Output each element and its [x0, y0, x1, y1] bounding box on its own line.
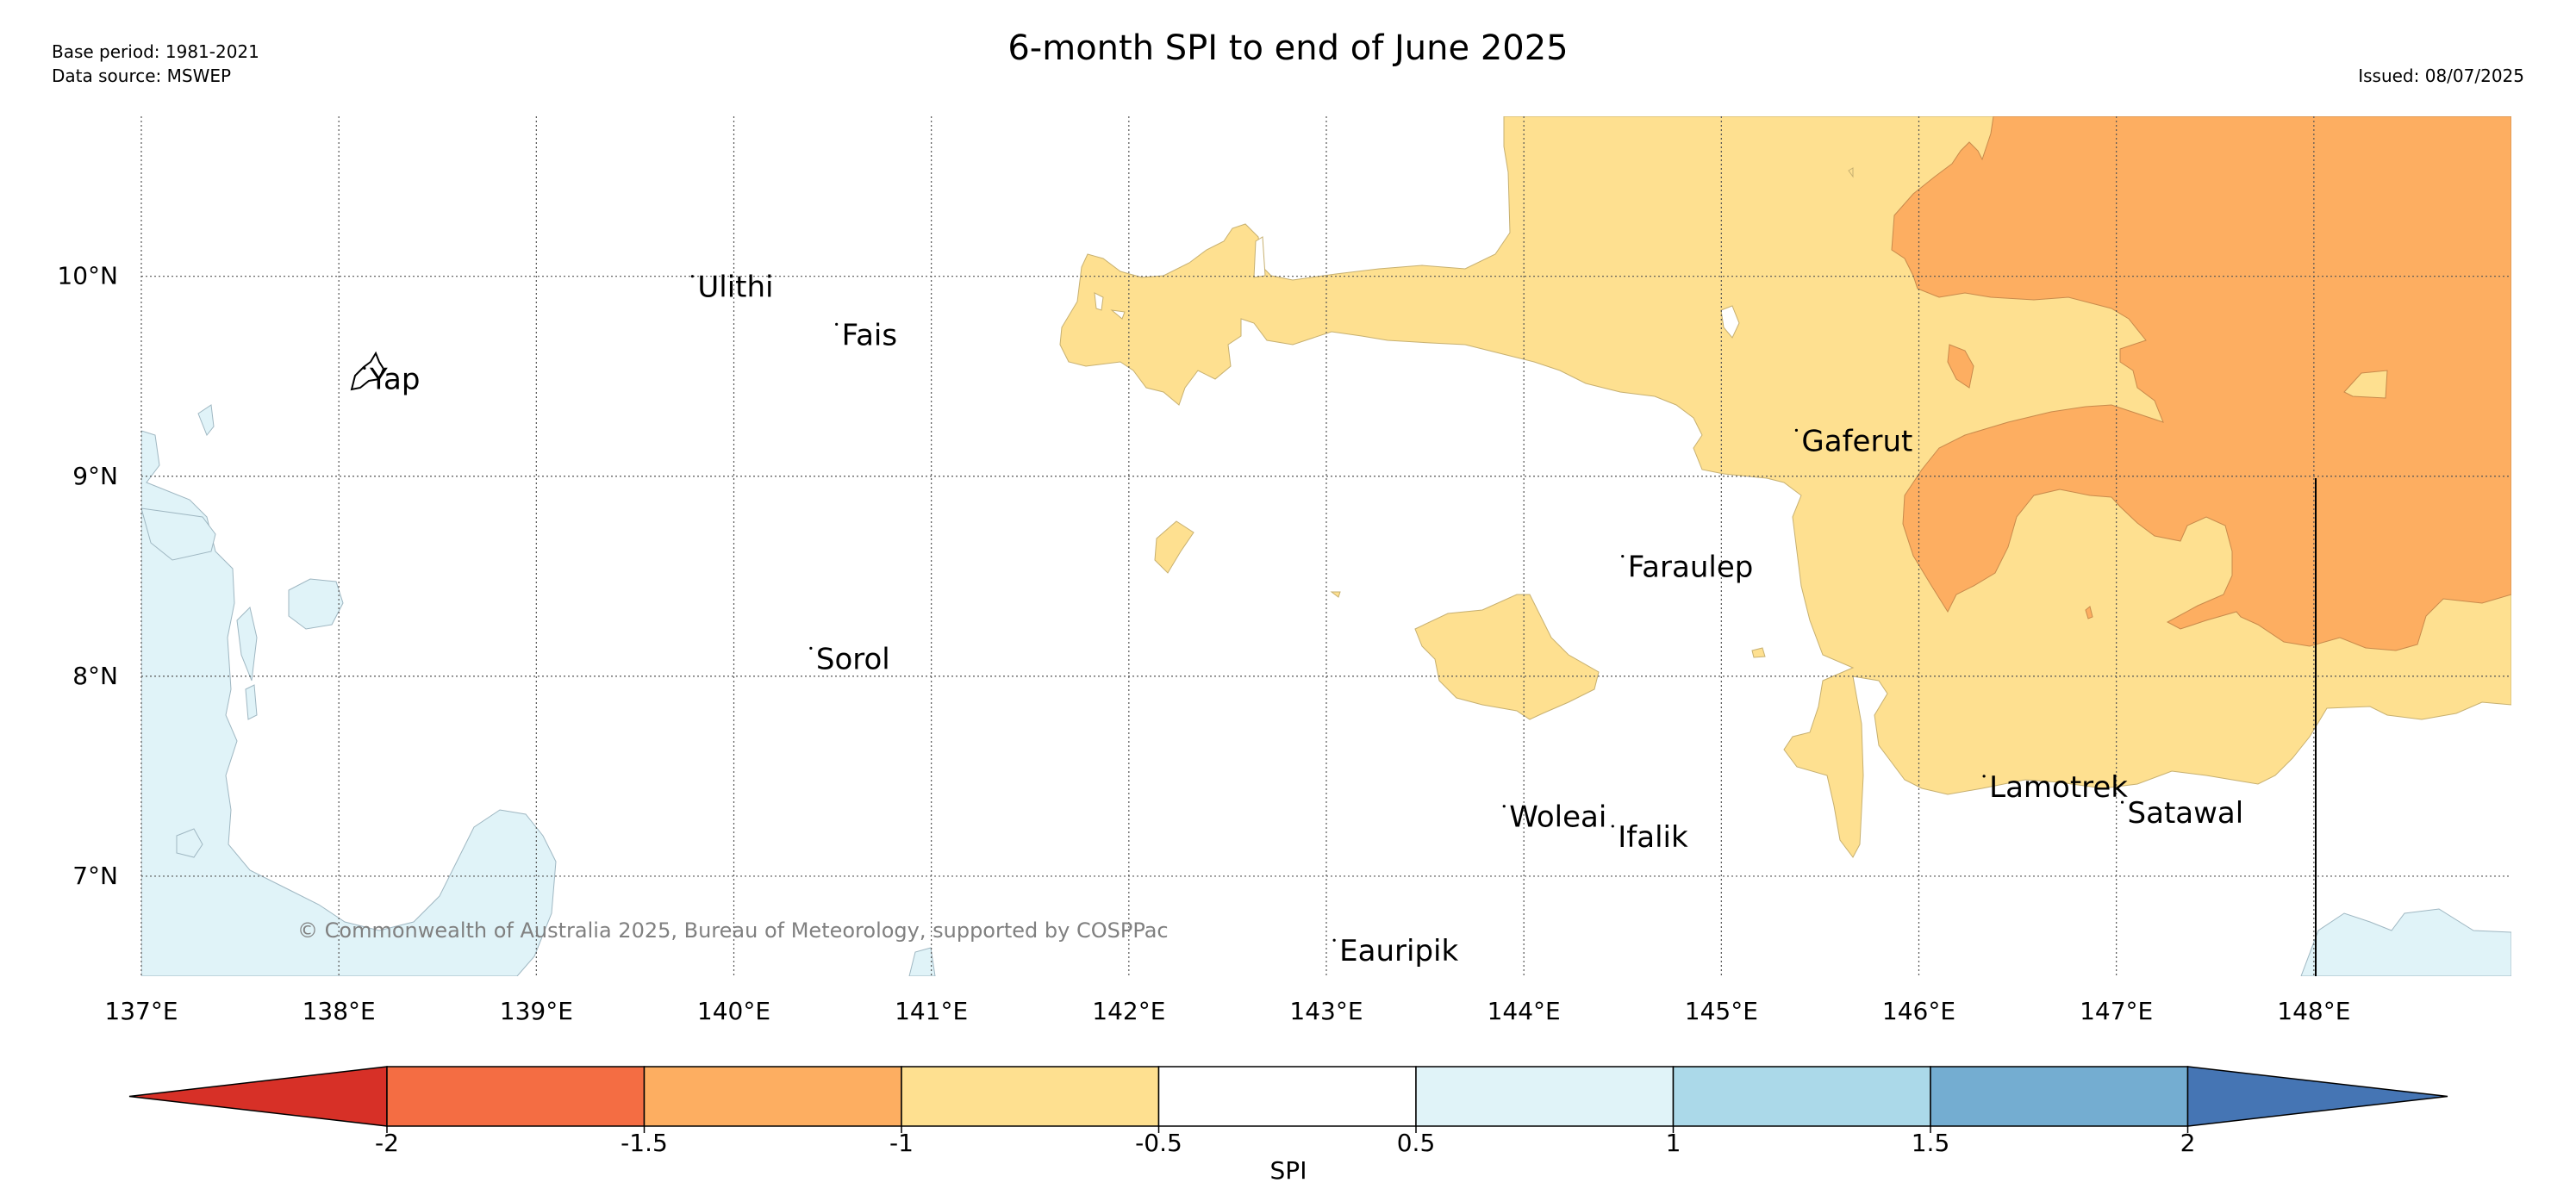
spi-region-neutral [1110, 309, 1126, 320]
lon-tick-label: 137°E [104, 997, 178, 1025]
lon-tick-label: 141°E [895, 997, 968, 1025]
map-gridlines [140, 116, 2511, 976]
issued-date-text: Issued: 08/07/2025 [2358, 65, 2524, 86]
spi-region-light-blue [141, 430, 557, 976]
lon-tick-label: 143°E [1289, 997, 1363, 1025]
data-source-text: Data source: MSWEP [52, 65, 232, 86]
yap-island-outline [350, 351, 385, 391]
lon-tick-label: 148°E [2277, 997, 2350, 1025]
place-marker [1621, 555, 1625, 558]
spi-region-light-blue [197, 404, 215, 436]
place-labels: Ulithi Fais Yap Gaferut Faraulep Sorol Woleai I… [363, 271, 2244, 968]
spi-region-yellow [1414, 594, 1600, 720]
spi-region-yellow [1751, 647, 1766, 658]
spi-region-neutral [1094, 292, 1104, 311]
place-label: Fais [842, 318, 897, 352]
spi-region-light-blue [288, 578, 344, 630]
map-title: 6-month SPI to end of June 2025 [1007, 28, 1569, 68]
spi-region-neutral [1720, 305, 1740, 339]
place-label: Gaferut [1801, 424, 1912, 458]
place-marker [690, 275, 694, 278]
lon-tick-label: 140°E [697, 997, 770, 1025]
lat-tick-label: 10°N [57, 262, 118, 290]
place-label: Ifalik [1618, 820, 1688, 855]
place-marker [835, 322, 839, 326]
spi-region-neutral [1253, 236, 1266, 278]
place-marker [1611, 825, 1614, 828]
place-label: Faraulep [1628, 551, 1754, 585]
place-marker [363, 366, 366, 370]
place-marker [1794, 428, 1799, 432]
place-marker [809, 646, 813, 650]
spi-region-light-blue [245, 684, 258, 720]
spi-region-light-blue [908, 947, 936, 976]
spi-region-orange [1891, 116, 2511, 651]
spi-region-yellow [2343, 370, 2388, 399]
spi-region-light-blue [176, 828, 203, 858]
place-label: Eauripik [1339, 934, 1458, 968]
place-label: Woleai [1509, 800, 1606, 835]
lon-tick-label: 138°E [303, 997, 376, 1025]
place-label: Yap [369, 362, 421, 396]
place-marker [1502, 805, 1506, 808]
spi-region-light-blue [2300, 908, 2511, 976]
lon-tick-label: 139°E [500, 997, 573, 1025]
map-fill-layer [141, 116, 2511, 976]
spi-region-yellow [1154, 520, 1194, 574]
place-label: Lamotrek [1989, 770, 2128, 805]
lon-tick-label: 144°E [1488, 997, 1561, 1025]
lat-tick-label: 9°N [72, 462, 118, 490]
axis-tick-labels: 137°E 138°E 139°E 140°E 141°E 142°E 143°E 144°E… [57, 262, 2350, 1025]
lon-tick-label: 145°E [1685, 997, 1758, 1025]
place-marker [1982, 775, 1986, 778]
lat-tick-label: 7°N [72, 862, 118, 890]
lon-tick-label: 146°E [1882, 997, 1955, 1025]
spi-region-light-blue [236, 607, 258, 682]
lon-tick-label: 142°E [1092, 997, 1165, 1025]
lat-tick-label: 8°N [72, 662, 118, 690]
place-marker [2120, 800, 2124, 804]
spi-region-yellow [1330, 591, 1341, 598]
spi-region-orange [1947, 344, 1974, 389]
spi-region-orange [2085, 606, 2093, 619]
place-label: Satawal [2128, 796, 2244, 831]
copyright-text: © Commonwealth of Australia 2025, Bureau… [297, 918, 1169, 943]
spi-region-yellow [1848, 167, 1854, 178]
place-marker [1332, 938, 1336, 942]
place-label: Ulithi [697, 271, 773, 305]
spi-region-light-blue [141, 507, 216, 561]
base-period-text: Base period: 1981-2021 [52, 41, 259, 62]
lon-tick-label: 147°E [2080, 997, 2153, 1025]
place-label: Sorol [816, 642, 890, 676]
